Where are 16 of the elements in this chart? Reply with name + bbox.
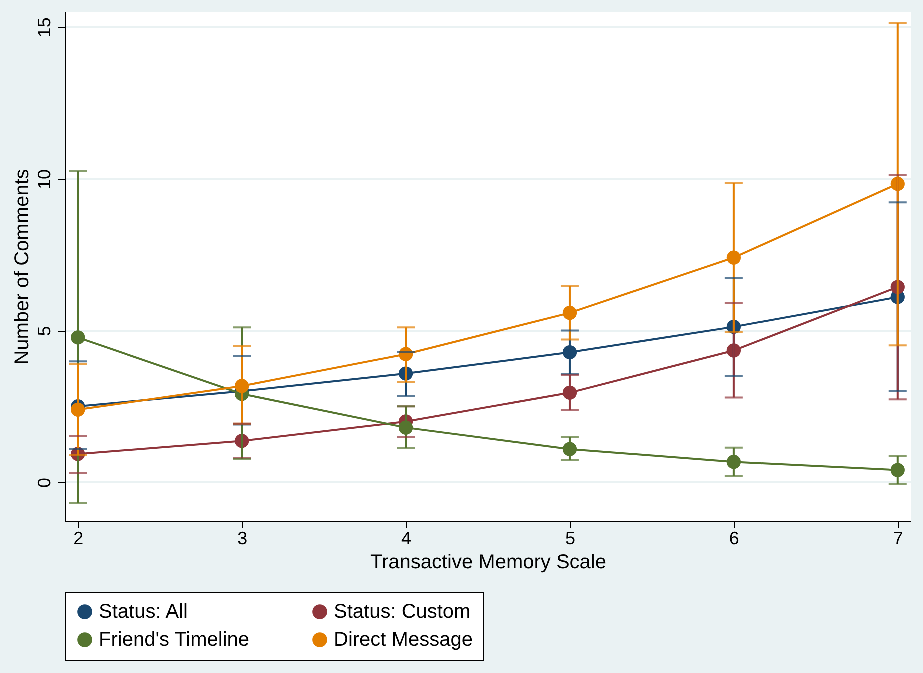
legend-label: Friend's Timeline [99, 629, 250, 651]
legend-label: Status: All [99, 601, 188, 623]
x-tick-label: 6 [729, 528, 740, 548]
x-tick-label: 3 [238, 528, 248, 548]
y-tick-label: 5 [34, 326, 54, 336]
y-axis-title: Number of Comments [12, 169, 34, 365]
legend-label: Direct Message [334, 629, 473, 651]
y-tick-label: 0 [34, 478, 54, 488]
y-tick-label: 10 [34, 169, 54, 190]
legend-label: Status: Custom [334, 601, 471, 623]
x-tick-label: 4 [402, 528, 412, 548]
y-tick-label: 15 [34, 18, 54, 38]
x-tick-label: 7 [893, 528, 904, 548]
x-axis-title: Transactive Memory Scale [370, 552, 606, 574]
x-tick-label: 2 [74, 528, 84, 548]
x-tick-label: 5 [565, 528, 576, 548]
